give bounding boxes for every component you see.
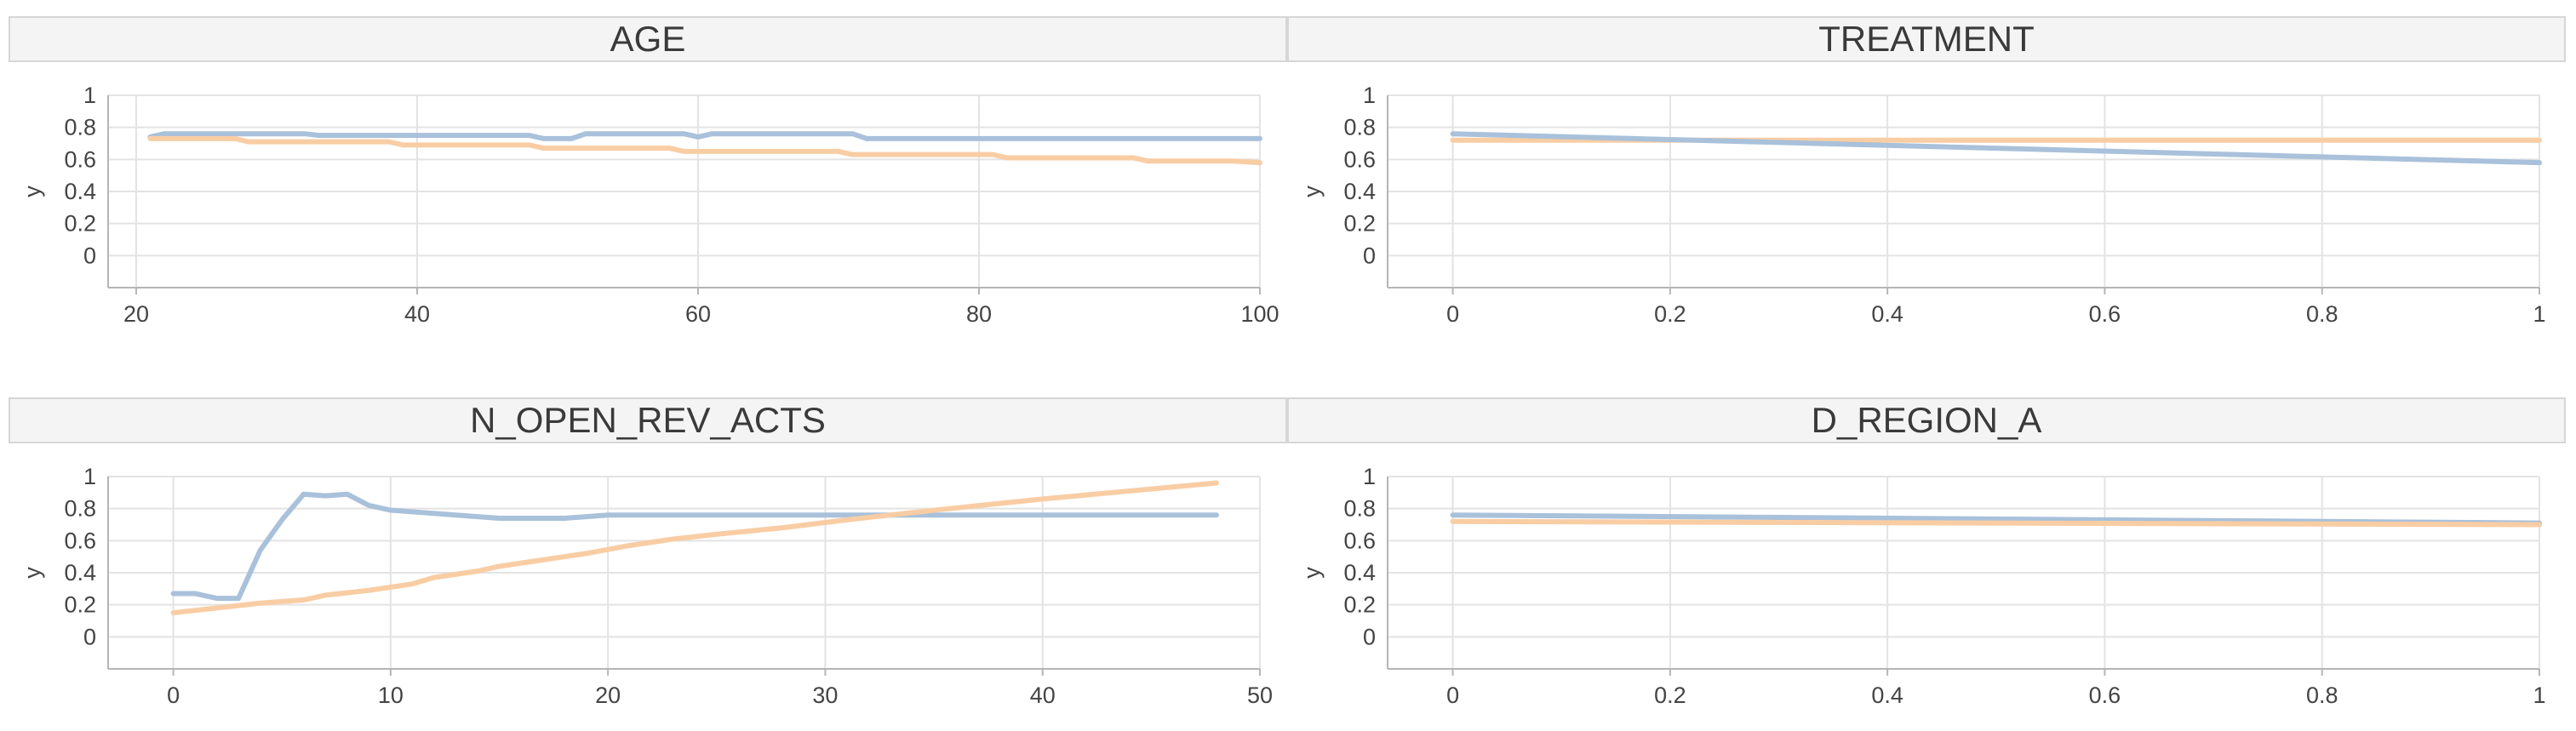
y-axis-label: y — [1299, 186, 1325, 197]
panel-title: AGE — [610, 19, 686, 59]
y-tick-label: 0 — [83, 243, 96, 268]
x-tick-label: 0.4 — [1871, 301, 1903, 327]
y-tick-label: 1 — [83, 83, 96, 108]
y-tick-label: 0 — [1363, 624, 1376, 649]
x-tick-label: 1 — [2533, 682, 2545, 708]
series-line-1 — [1450, 131, 2542, 166]
y-tick-label: 0.6 — [1343, 528, 1376, 553]
x-tick-label: 10 — [378, 682, 404, 708]
y-tick-label: 0 — [1363, 243, 1376, 268]
series-line-1 — [147, 135, 1262, 166]
panel-title: N_OPEN_REV_ACTS — [470, 400, 826, 440]
x-tick-label: 0.6 — [2089, 301, 2121, 327]
y-tick-label: 0.4 — [64, 560, 96, 585]
y-tick-label: 0.6 — [64, 528, 96, 553]
x-tick-label: 40 — [1030, 682, 1056, 708]
panel-title-bar — [1287, 397, 2566, 443]
panel-title-bar — [1287, 16, 2566, 62]
x-tick-label: 0 — [167, 682, 180, 708]
x-tick-label: 50 — [1247, 682, 1273, 708]
x-tick-label: 20 — [595, 682, 621, 708]
chart-panel-1: TREATMENT 0 0.2 0.4 0.6 0.8 1 0 0.2 0.4 0.6 0.8 1 y — [1287, 16, 2566, 327]
y-tick-label: 0.4 — [1343, 560, 1376, 585]
x-tick-label: 80 — [966, 301, 992, 327]
y-tick-label: 0.6 — [64, 146, 96, 172]
panel-title-bar — [9, 397, 1287, 443]
y-tick-label: 0.8 — [1343, 496, 1376, 522]
x-tick-label: 0.2 — [1654, 682, 1686, 708]
chart-panel-3: D_REGION_A 0 0.2 0.4 0.6 0.8 1 0 0.2 0.4 0.6 0.8 1 y — [1287, 397, 2566, 708]
y-tick-label: 0.2 — [1343, 211, 1376, 237]
panel-title: D_REGION_A — [1812, 400, 2042, 440]
x-tick-label: 20 — [123, 301, 149, 327]
series-line-0 — [147, 131, 1262, 141]
x-tick-label: 30 — [812, 682, 838, 708]
x-tick-label: 0 — [1446, 682, 1459, 708]
y-axis-label: y — [1299, 567, 1325, 579]
series-line-1 — [1450, 518, 2542, 528]
y-tick-label: 1 — [1363, 464, 1376, 489]
x-tick-label: 1 — [2533, 301, 2545, 327]
y-tick-label: 0.8 — [64, 115, 96, 140]
y-tick-label: 0.2 — [64, 211, 96, 237]
y-axis-label: y — [20, 567, 45, 579]
y-tick-label: 0.8 — [64, 496, 96, 522]
y-tick-label: 0 — [83, 624, 96, 649]
x-tick-label: 60 — [685, 301, 711, 327]
y-tick-label: 1 — [1363, 83, 1376, 108]
y-tick-label: 1 — [83, 464, 96, 489]
y-tick-label: 0.4 — [64, 179, 96, 204]
y-tick-label: 0.2 — [64, 592, 96, 618]
chart-panel-0: AGE 0 0.2 0.4 0.6 0.8 1 20 40 60 80 100 y — [9, 16, 1287, 327]
x-tick-label: 0.8 — [2306, 682, 2338, 708]
x-tick-label: 0.8 — [2306, 301, 2338, 327]
series-line-0 — [170, 491, 1219, 602]
x-tick-label: 0.4 — [1871, 682, 1903, 708]
y-tick-label: 0.8 — [1343, 115, 1376, 140]
x-tick-label: 100 — [1240, 301, 1279, 327]
x-tick-label: 0 — [1446, 301, 1459, 327]
panel-title: TREATMENT — [1818, 19, 2035, 59]
y-axis-label: y — [20, 186, 45, 197]
x-tick-label: 0.6 — [2089, 682, 2121, 708]
y-tick-label: 0.2 — [1343, 592, 1376, 618]
panel-title-bar — [9, 16, 1287, 62]
x-tick-label: 40 — [404, 301, 430, 327]
y-tick-label: 0.4 — [1343, 179, 1376, 204]
series-line-1 — [170, 480, 1219, 616]
y-tick-label: 0.6 — [1343, 146, 1376, 172]
x-tick-label: 0.2 — [1654, 301, 1686, 327]
